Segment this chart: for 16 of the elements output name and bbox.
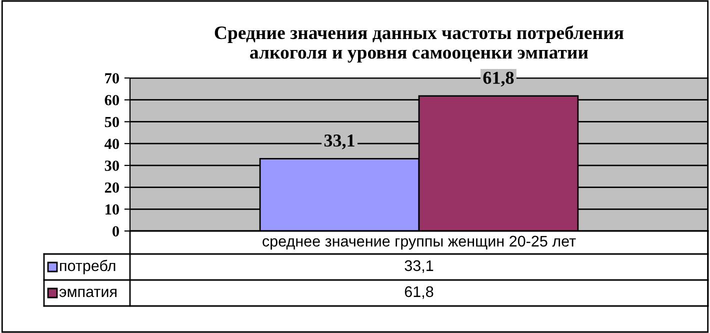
text: 61,8 (404, 286, 434, 299)
x-tick-label: среднее значение группы женщин 20-25 лет (262, 236, 576, 250)
y-tick-label: 20 (104, 182, 119, 193)
legend-label: потребл (60, 260, 116, 274)
data-label: 61,8 (483, 72, 514, 87)
legend-label: эмпатия (59, 288, 116, 298)
data-label: 33,1 (324, 134, 354, 150)
y-tick-label: 60 (104, 95, 119, 106)
y-tick-label: 30 (104, 160, 119, 171)
text: 33,1 (404, 260, 434, 273)
y-tick-label: 40 (104, 138, 119, 150)
chart-title: Средние значения данных частоты потребления алкоголя и уровня самооценки эмпатии (214, 26, 624, 63)
y-tick-label: 10 (106, 204, 119, 215)
y-tick-label: 70 (105, 73, 119, 84)
y-tick-label: 50 (104, 116, 119, 128)
y-tick-label: 0 (112, 226, 119, 236)
